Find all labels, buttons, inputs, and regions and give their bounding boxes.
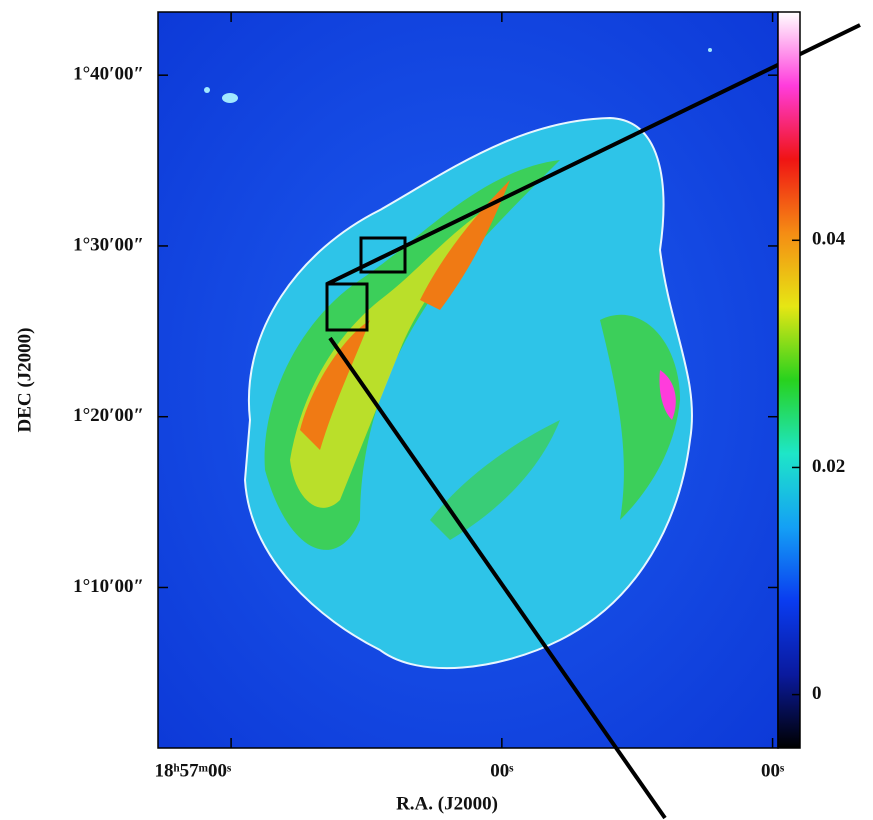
y-tick-label: 1°30′00″ (73, 234, 144, 255)
x-tick-label: 18ʰ57ᵐ00ˢ (154, 760, 232, 781)
colorbar (778, 12, 800, 748)
y-tick-label: 1°40′00″ (73, 64, 144, 85)
colorbar-tick-label: 0.04 (812, 229, 846, 250)
y-axis-label: DEC (J2000) (14, 327, 35, 432)
x-tick-label: 00ˢ (761, 760, 785, 781)
colorbar-tick-label: 0 (812, 683, 822, 704)
colorbar-tick-label: 0.02 (812, 456, 845, 477)
y-tick-label: 1°10′00″ (73, 576, 144, 597)
figure: R.A. (J2000) DEC (J2000) 18ʰ57ᵐ00ˢ 00ˢ 00ˢ… (0, 0, 873, 820)
y-tick-label: 1°20′00″ (73, 405, 144, 426)
x-axis-label: R.A. (J2000) (396, 793, 498, 814)
x-tick-label: 00ˢ (490, 760, 514, 781)
sky-image (158, 12, 860, 818)
